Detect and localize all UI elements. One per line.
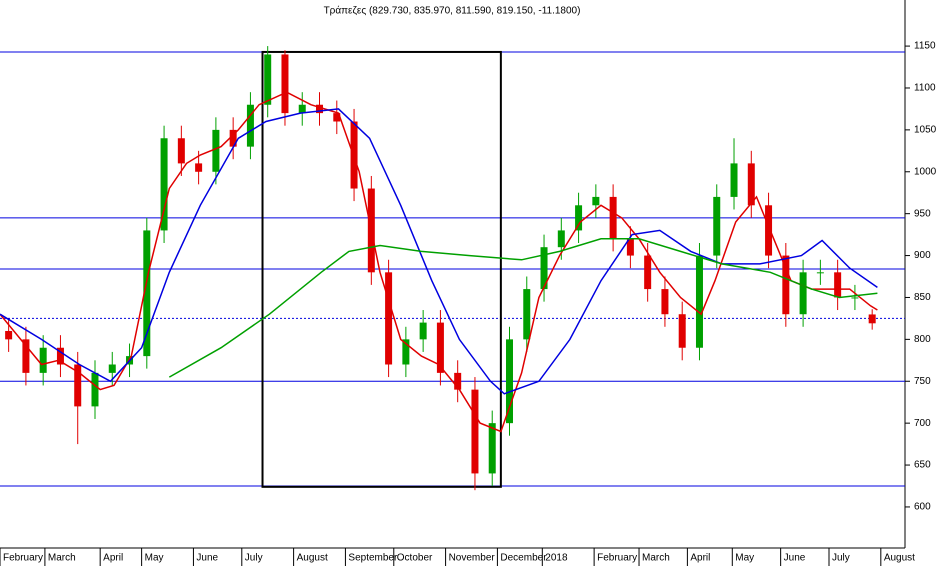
candle-body	[177, 138, 185, 164]
x-tick-label: September	[348, 553, 398, 564]
candle-body	[246, 104, 254, 147]
x-tick-label: May	[735, 553, 754, 564]
y-tick-label: 650	[914, 460, 931, 471]
candle-body	[212, 129, 220, 172]
candle-body	[402, 339, 410, 365]
x-tick-label: May	[145, 553, 164, 564]
y-tick-label: 1100	[914, 83, 936, 94]
y-tick-label: 800	[914, 334, 931, 345]
y-tick-label: 600	[914, 502, 931, 513]
x-tick-label: April	[690, 553, 710, 564]
candle-body	[523, 289, 531, 340]
y-tick-label: 1050	[914, 125, 937, 136]
candle-body	[316, 104, 324, 114]
candle-body	[799, 272, 807, 315]
candle-body	[108, 364, 116, 373]
x-tick-label: December	[500, 553, 547, 564]
candle-body	[22, 339, 30, 373]
candle-body	[868, 314, 876, 324]
candle-body	[540, 247, 548, 290]
x-tick-label: March	[48, 553, 76, 564]
candle-body	[505, 339, 513, 424]
candle-body	[851, 297, 859, 299]
x-tick-label: March	[642, 553, 670, 564]
candle-body	[143, 230, 151, 357]
candle-body	[609, 196, 617, 239]
x-tick-label: August	[884, 553, 915, 564]
candle-body	[747, 163, 755, 206]
candle-body	[713, 196, 721, 256]
candle-body	[385, 272, 393, 365]
candle-body	[229, 129, 237, 147]
x-tick-label: November	[449, 553, 496, 564]
x-tick-label: June	[784, 553, 806, 564]
x-tick-label: October	[397, 553, 433, 564]
candle-body	[816, 272, 824, 274]
candle-body	[281, 54, 289, 114]
y-tick-label: 1000	[914, 166, 937, 177]
x-tick-label: February	[597, 553, 637, 564]
candle-body	[592, 196, 600, 206]
candle-body	[834, 272, 842, 298]
candle-body	[436, 322, 444, 373]
candle-body	[575, 205, 583, 231]
candle-body	[74, 364, 82, 407]
moving-average-line	[168, 238, 878, 378]
candle-body	[626, 238, 634, 256]
candle-body	[56, 347, 64, 365]
moving-average-line	[0, 108, 878, 395]
candle-body	[661, 289, 669, 315]
x-tick-label: April	[103, 553, 123, 564]
chart-title: Τράπεζες (829.730, 835.970, 811.590, 819…	[324, 5, 581, 17]
candle-body	[264, 54, 272, 105]
candle-body	[730, 163, 738, 197]
candle-body	[195, 163, 203, 172]
moving-average-line	[0, 91, 878, 433]
y-tick-label: 700	[914, 418, 931, 429]
y-tick-label: 900	[914, 250, 931, 261]
candle-body	[454, 372, 462, 390]
candle-body	[39, 347, 47, 373]
candle-body	[488, 423, 496, 474]
candle-body	[333, 113, 341, 122]
candle-body	[695, 255, 703, 348]
candle-body	[471, 389, 479, 474]
candle-body	[765, 205, 773, 256]
candle-body	[419, 322, 427, 340]
x-tick-label: July	[832, 553, 850, 564]
candle-body	[5, 330, 13, 340]
x-tick-label: July	[245, 553, 263, 564]
x-tick-label: June	[196, 553, 218, 564]
candle-body	[644, 255, 652, 290]
y-tick-label: 1150	[914, 41, 936, 52]
candle-body	[678, 314, 686, 348]
y-tick-label: 850	[914, 292, 931, 303]
candle-body	[160, 138, 168, 231]
y-tick-label: 750	[914, 376, 931, 387]
candle-body	[91, 372, 99, 407]
annotation-box	[261, 50, 502, 488]
x-tick-label: February	[3, 553, 43, 564]
candle-body	[298, 104, 306, 114]
candle-body	[782, 255, 790, 315]
x-tick-label: August	[297, 553, 328, 564]
candle-body	[557, 230, 565, 248]
x-tick-label: 2018	[545, 553, 568, 564]
y-tick-label: 950	[914, 208, 931, 219]
